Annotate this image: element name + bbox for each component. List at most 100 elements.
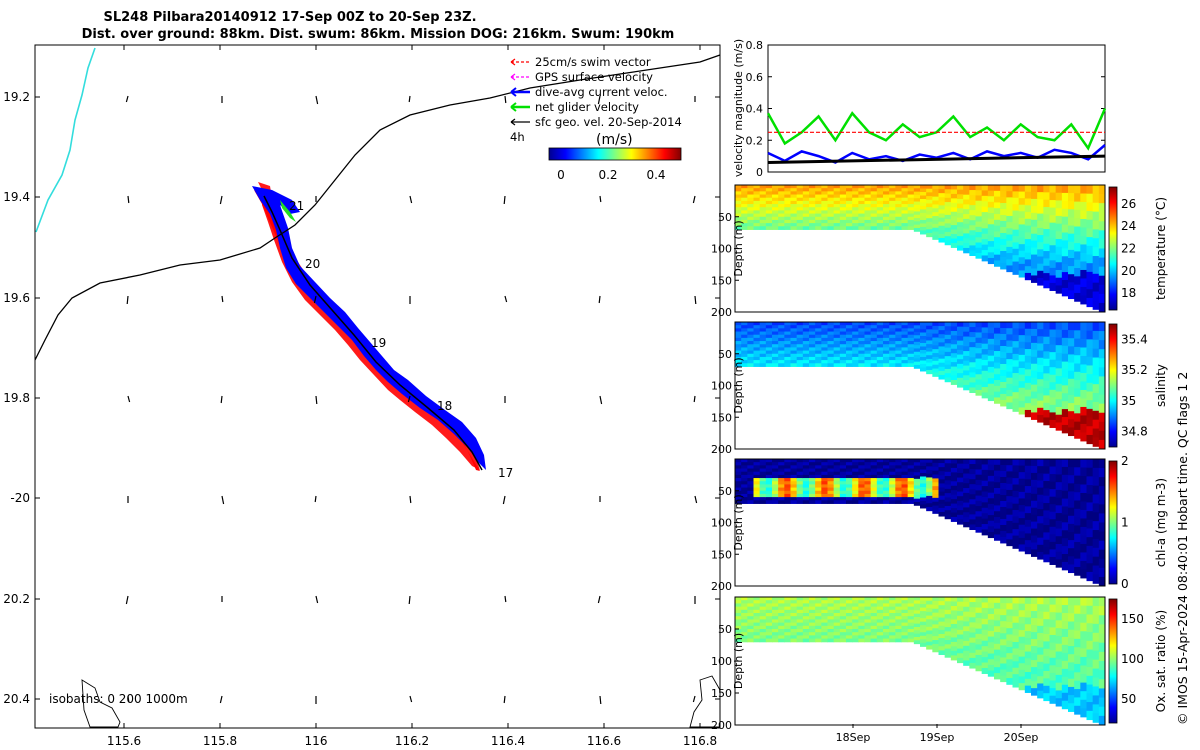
heatmap-cell [876,191,884,196]
map-ticks: 115.6 115.8 116 116.2 116.4 116.6 116.819.219.… [3,45,720,748]
heatmap-cell [1049,612,1057,621]
heatmap-cell [901,337,909,342]
heatmap-cell [735,360,742,364]
heatmap-cell [975,660,983,666]
heatmap-cell [1037,501,1044,510]
heatmap-cell [913,348,921,353]
heatmap-cell [1086,417,1094,427]
heatmap-cell [1086,702,1094,712]
heatmap-cell [1086,356,1094,366]
heatmap-cell [1024,185,1032,193]
heatmap-cell [920,216,927,221]
heatmap-cell [981,602,989,609]
heatmap-cell [1080,535,1087,545]
heatmap-cell [846,197,853,202]
heatmap-cell [1068,491,1075,501]
heatmap-cell [809,462,816,466]
heatmap-cell [796,474,804,479]
heatmap-cell [1006,234,1013,242]
heatmap-cell [963,331,970,338]
heatmap-cell [1012,609,1020,617]
heatmap-cell [1055,200,1063,209]
heatmap-cell [827,474,835,479]
heatmap-cell [1098,558,1106,569]
heatmap-cell [833,207,841,211]
heatmap-cell [790,191,798,196]
heatmap-cell [975,469,983,476]
heatmap-cell [839,360,847,364]
heatmap-cell [821,194,828,199]
heatmap-cell [852,207,859,211]
heatmap-cell [753,213,761,218]
heatmap-cell [839,625,847,630]
heatmap-cell [920,621,927,626]
heatmap-cell [858,606,865,611]
heatmap-cell [759,616,767,620]
heatmap-cell [981,376,989,383]
heatmap-cell [765,629,773,633]
heatmap-cell [765,200,773,205]
heatmap-cell [889,341,896,345]
heatmap-cell [1086,365,1094,375]
heatmap-cell [790,331,798,336]
heatmap-cell [1012,322,1020,329]
heatmap-cell [790,606,798,611]
heatmap-cell [926,600,933,605]
heatmap-cell [920,479,927,484]
heatmap-cell [796,462,804,466]
heatmap-cell [957,185,964,191]
heatmap-cell [778,200,785,205]
heatmap-cell [883,487,890,492]
heatmap-cell [920,614,927,619]
heatmap-cell [1092,256,1100,266]
heatmap-cell [864,328,872,333]
heatmap-cell [802,341,810,345]
heatmap-cell [969,367,976,373]
heatmap-cell [1098,679,1106,689]
heatmap-cell [741,194,748,199]
heatmap-cell [753,500,761,504]
heatmap-cell [839,600,847,604]
heatmap-cell [1080,648,1087,658]
heatmap-cell [895,616,902,620]
heatmap-cell [809,474,816,479]
heatmap-cell [802,597,810,601]
heatmap-cell [784,609,791,614]
heatmap-cell [1068,483,1075,492]
heatmap-cell [796,465,804,470]
heatmap-cell [1074,201,1081,211]
heatmap-cell [735,497,742,501]
heatmap-cell [913,331,921,336]
heatmap-cell [765,625,773,630]
heatmap-cell [765,459,773,463]
heatmap-cell [1012,216,1020,224]
heatmap-cell [1006,340,1013,348]
heatmap-cell [901,471,909,476]
heatmap-cell [1006,265,1013,273]
heatmap-cell [981,327,989,334]
heatmap-cell [938,334,946,339]
heatmap-cell [809,191,816,196]
heatmap-cell [870,600,878,604]
island-outline [689,675,721,728]
heatmap-cell [950,225,958,231]
heatmap-cell [876,356,884,361]
heatmap-cell [1000,663,1007,671]
heatmap-cell [821,500,828,504]
heatmap-cell [950,189,958,195]
colorbar-tick-label: 50 [1121,692,1136,706]
heatmap-cell [944,597,952,602]
heatmap-cell [975,327,983,333]
heatmap-cell [765,207,773,211]
heatmap-cell [852,606,859,611]
heatmap-cell [1031,611,1038,619]
heatmap-cell [839,613,847,617]
heatmap-cell [833,493,841,498]
heatmap-cell [1074,638,1081,648]
heatmap-cell [1031,660,1038,668]
heatmap-cell [907,497,915,501]
heatmap-cell [969,504,976,510]
geo-vector [503,695,506,704]
heatmap-cell [809,500,816,504]
heatmap-cell [1031,247,1038,256]
